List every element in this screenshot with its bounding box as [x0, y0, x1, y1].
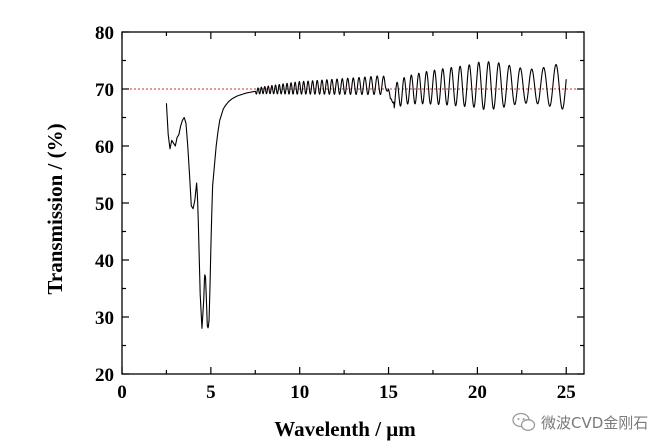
y-tick-label: 70 — [95, 80, 114, 101]
watermark-text: 微波CVD金刚石 — [541, 414, 648, 432]
wechat-icon — [512, 412, 536, 431]
x-tick-label: 0 — [117, 382, 127, 403]
watermark: 微波CVD金刚石 — [512, 412, 648, 432]
y-axis-title: Transmission / (%) — [43, 123, 67, 294]
tick-labels: 0 5 10 15 20 25 20 30 40 50 60 70 80 — [95, 23, 576, 403]
x-tick-label: 15 — [379, 382, 398, 403]
x-tick-label: 20 — [468, 382, 487, 403]
x-tick-label: 10 — [290, 382, 309, 403]
y-tick-label: 50 — [95, 194, 114, 215]
x-tick-label: 5 — [206, 382, 216, 403]
y-tick-label: 30 — [95, 308, 114, 329]
x-tick-label: 25 — [557, 382, 576, 403]
y-tick-label: 80 — [95, 23, 114, 44]
y-tick-label: 20 — [95, 365, 114, 386]
axes — [121, 31, 585, 375]
y-tick-label: 40 — [95, 251, 114, 272]
series-line-transmission — [165, 61, 567, 329]
plot-area — [122, 61, 584, 329]
y-tick-label: 60 — [95, 137, 114, 158]
x-axis-title: Wavelenth / μm — [274, 417, 416, 441]
